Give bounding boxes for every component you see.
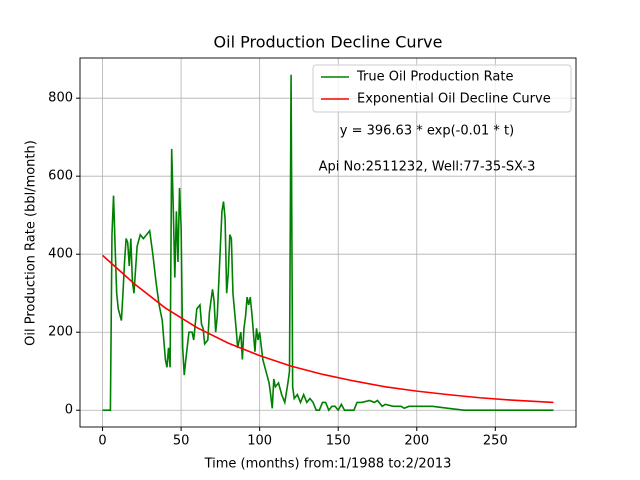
x-tick-label: 200 bbox=[404, 434, 429, 449]
legend-box bbox=[312, 64, 572, 113]
legend-label: True Oil Production Rate bbox=[356, 70, 513, 85]
y-tick-label: 600 bbox=[48, 169, 73, 184]
y-axis-label: Oil Production Rate (bbl/month) bbox=[24, 140, 39, 346]
x-axis-label: Time (months) from:1/1988 to:2/2013 bbox=[204, 457, 452, 472]
x-tick-label: 50 bbox=[173, 434, 190, 449]
y-tick-label: 800 bbox=[48, 91, 73, 106]
x-tick-label: 150 bbox=[326, 434, 351, 449]
x-tick-label: 0 bbox=[98, 434, 106, 449]
y-tick-label: 400 bbox=[48, 247, 73, 262]
y-tick-label: 200 bbox=[48, 325, 73, 340]
x-tick-label: 250 bbox=[483, 434, 508, 449]
legend-label: Exponential Oil Decline Curve bbox=[357, 92, 551, 107]
series-line bbox=[102, 254, 554, 404]
plot-frame bbox=[79, 57, 577, 428]
y-tick-label: 0 bbox=[65, 403, 73, 418]
annotation: y = 396.63 * exp(-0.01 * t) bbox=[340, 124, 514, 139]
chart-title: Oil Production Decline Curve bbox=[214, 33, 443, 52]
x-tick-label: 100 bbox=[247, 434, 272, 449]
series-line bbox=[102, 74, 554, 412]
annotation: Api No:2511232, Well:77-35-SX-3 bbox=[319, 160, 536, 175]
